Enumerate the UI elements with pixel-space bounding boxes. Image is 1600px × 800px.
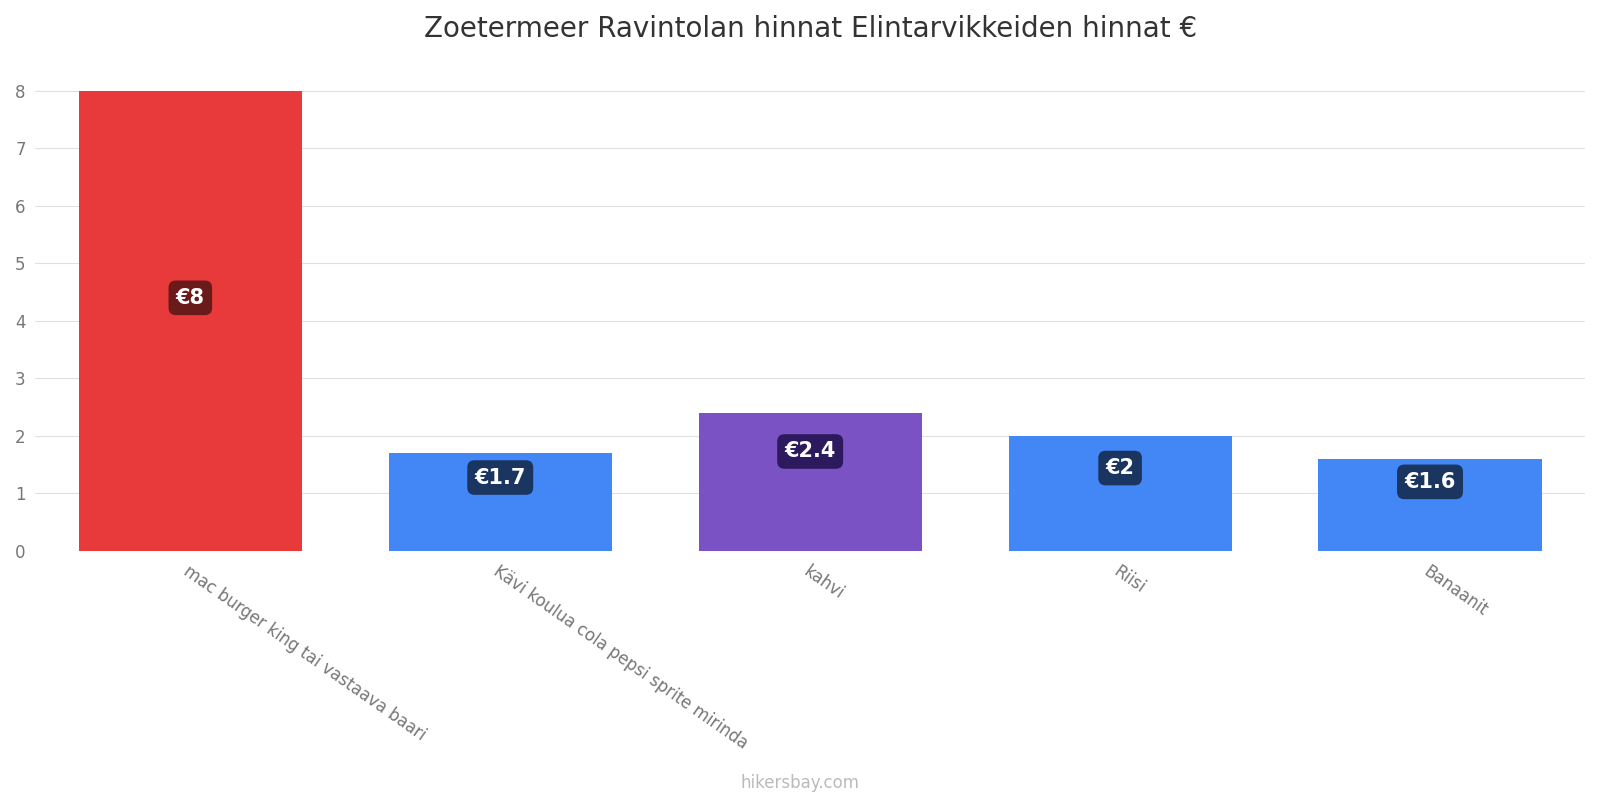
Text: €2.4: €2.4 [784, 442, 835, 462]
Bar [1008, 436, 1232, 551]
Text: €1.6: €1.6 [1405, 472, 1456, 492]
Text: €8: €8 [176, 288, 205, 308]
Text: hikersbay.com: hikersbay.com [741, 774, 859, 792]
Title: Zoetermeer Ravintolan hinnat Elintarvikkeiden hinnat €: Zoetermeer Ravintolan hinnat Elintarvikk… [424, 15, 1197, 43]
Text: €2: €2 [1106, 458, 1134, 478]
Text: €1.7: €1.7 [475, 467, 526, 487]
Bar [78, 90, 302, 551]
Bar [699, 413, 922, 551]
Bar [1318, 459, 1542, 551]
Bar [389, 453, 611, 551]
